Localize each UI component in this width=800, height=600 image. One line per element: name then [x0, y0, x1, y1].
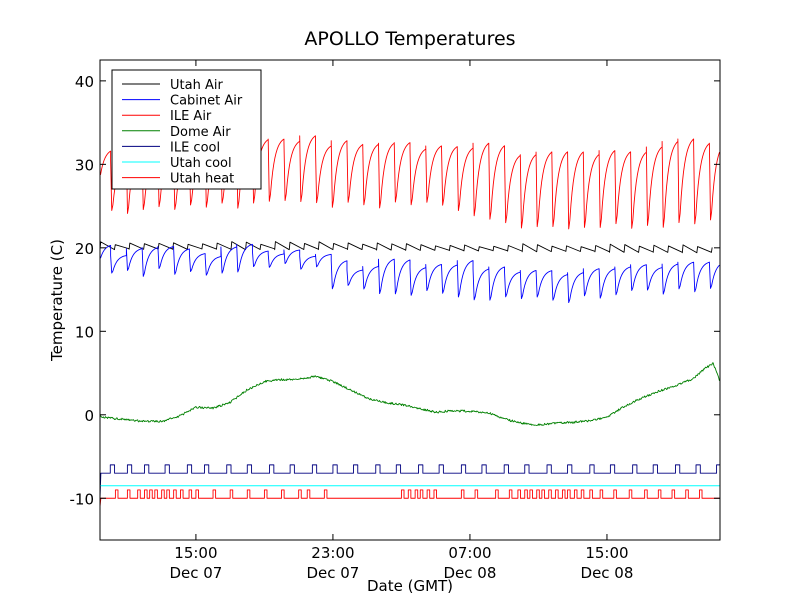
chart-title: APOLLO Temperatures [304, 28, 515, 50]
x-tick-label-date: Dec 08 [581, 564, 634, 582]
y-tick-label: 20 [75, 240, 94, 258]
legend-label-dome-air: Dome Air [170, 125, 231, 140]
y-tick-label: 10 [75, 323, 94, 341]
x-tick-label-time: 07:00 [448, 544, 491, 562]
y-tick-label: 0 [84, 407, 94, 425]
series-line-utah-air [100, 241, 713, 254]
legend-label-utah-air: Utah Air [170, 78, 223, 93]
legend-label-ile-air: ILE Air [170, 109, 212, 124]
x-axis-label: Date (GMT) [367, 577, 453, 595]
series-line-dome-air [100, 362, 720, 426]
y-axis-label: Temperature (C) [48, 239, 66, 362]
plot-area-frame [99, 59, 721, 541]
x-tick-label-time: 15:00 [585, 544, 628, 562]
series-line-ile-cool [100, 464, 720, 499]
series-line-utah-heat [100, 489, 720, 507]
series-line-cabinet-air [100, 243, 720, 304]
y-tick-label: -10 [70, 490, 95, 508]
legend-label-cabinet-air: Cabinet Air [170, 94, 243, 109]
y-tick-label: 30 [75, 156, 94, 174]
x-tick-label-date: Dec 07 [169, 564, 222, 582]
x-tick-label-date: Dec 07 [306, 564, 359, 582]
x-tick-label-time: 15:00 [174, 544, 217, 562]
x-tick-label-time: 23:00 [311, 544, 354, 562]
legend-label-utah-cool: Utah cool [170, 156, 232, 171]
legend-label-utah-heat: Utah heat [170, 172, 234, 187]
legend-box [111, 69, 262, 190]
y-tick-label: 40 [75, 73, 94, 91]
legend-label-ile-cool: ILE cool [170, 140, 220, 155]
tick-layer: -10 0 10 20 30 40 15:00 Dec 07 23:00 Dec 07 07:00 D… [70, 60, 720, 582]
x-tick-label-date: Dec 08 [443, 564, 496, 582]
